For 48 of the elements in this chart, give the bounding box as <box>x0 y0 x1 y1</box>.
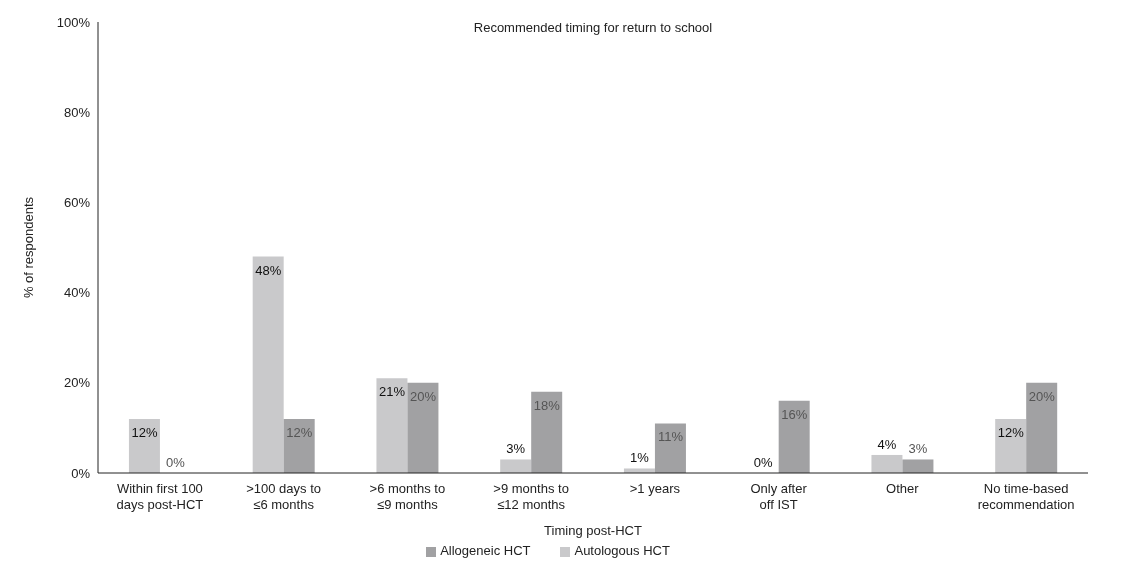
x-tick-label: Other <box>886 481 920 496</box>
data-label: 4% <box>877 436 897 452</box>
bar <box>283 418 315 473</box>
y-axis-title: % of respondents <box>20 196 36 299</box>
y-tick-label: 80% <box>63 104 91 120</box>
y-tick-label: 100% <box>56 14 91 30</box>
x-tick-label: Only after off IST <box>750 481 808 512</box>
y-tick-label: 40% <box>63 285 91 301</box>
bar <box>407 382 439 473</box>
x-tick-label: No time-based recommendation <box>977 481 1075 512</box>
data-label: 3% <box>908 441 928 457</box>
y-tick-label: 0% <box>71 465 91 481</box>
x-tick-label: >1 years <box>629 481 681 496</box>
legend-label: Allogeneic HCT <box>440 543 531 558</box>
data-label: 3% <box>506 441 526 457</box>
data-label: 48% <box>255 262 282 278</box>
data-label: 0% <box>753 454 774 470</box>
bar <box>778 400 810 473</box>
legend-label: Autologous HCT <box>574 543 670 558</box>
data-label: 1% <box>630 450 650 466</box>
bar <box>995 418 1027 473</box>
data-label: 16% <box>781 406 808 422</box>
bar <box>654 423 686 473</box>
y-tick-label: 60% <box>63 195 91 211</box>
data-label: 0% <box>166 454 186 470</box>
x-axis-title: Timing post-HCT <box>544 523 642 538</box>
data-label: 20% <box>409 388 437 404</box>
bar <box>1026 382 1058 473</box>
data-label: 12% <box>131 424 158 440</box>
data-label: 21% <box>378 384 406 400</box>
bar <box>531 391 563 473</box>
bar <box>902 459 934 473</box>
data-label: 11% <box>657 429 684 445</box>
x-tick-label: >6 months to ≤9 months <box>369 481 446 512</box>
bar <box>128 418 160 473</box>
bar <box>376 378 408 473</box>
bar <box>871 454 903 473</box>
x-tick-label: >9 months to ≤12 months <box>493 481 569 512</box>
x-tick-label: >100 days to ≤6 months <box>246 481 322 512</box>
bar <box>252 256 284 473</box>
data-label: 18% <box>533 397 561 413</box>
data-label: 12% <box>997 424 1025 440</box>
x-tick-label: Within first 100 days post-HCT <box>116 481 204 512</box>
y-tick-label: 20% <box>63 375 91 391</box>
data-label: 12% <box>286 424 313 440</box>
bar <box>500 459 532 473</box>
data-label: 20% <box>1028 388 1056 404</box>
chart-title: Recommended timing for return to school <box>473 20 713 35</box>
